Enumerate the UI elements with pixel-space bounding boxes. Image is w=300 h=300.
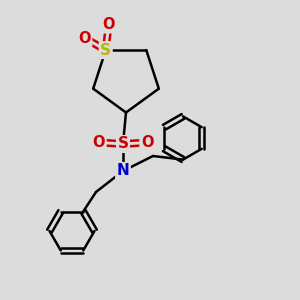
Text: N: N	[117, 164, 129, 178]
Text: O: O	[103, 17, 115, 32]
Text: O: O	[93, 135, 105, 150]
Text: S: S	[118, 136, 128, 152]
Text: S: S	[100, 43, 111, 58]
Text: O: O	[79, 31, 91, 46]
Text: O: O	[141, 135, 153, 150]
